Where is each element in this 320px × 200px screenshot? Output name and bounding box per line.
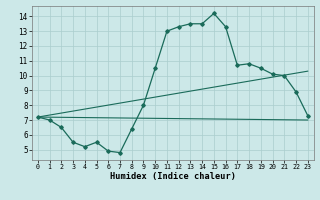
X-axis label: Humidex (Indice chaleur): Humidex (Indice chaleur) — [110, 172, 236, 181]
